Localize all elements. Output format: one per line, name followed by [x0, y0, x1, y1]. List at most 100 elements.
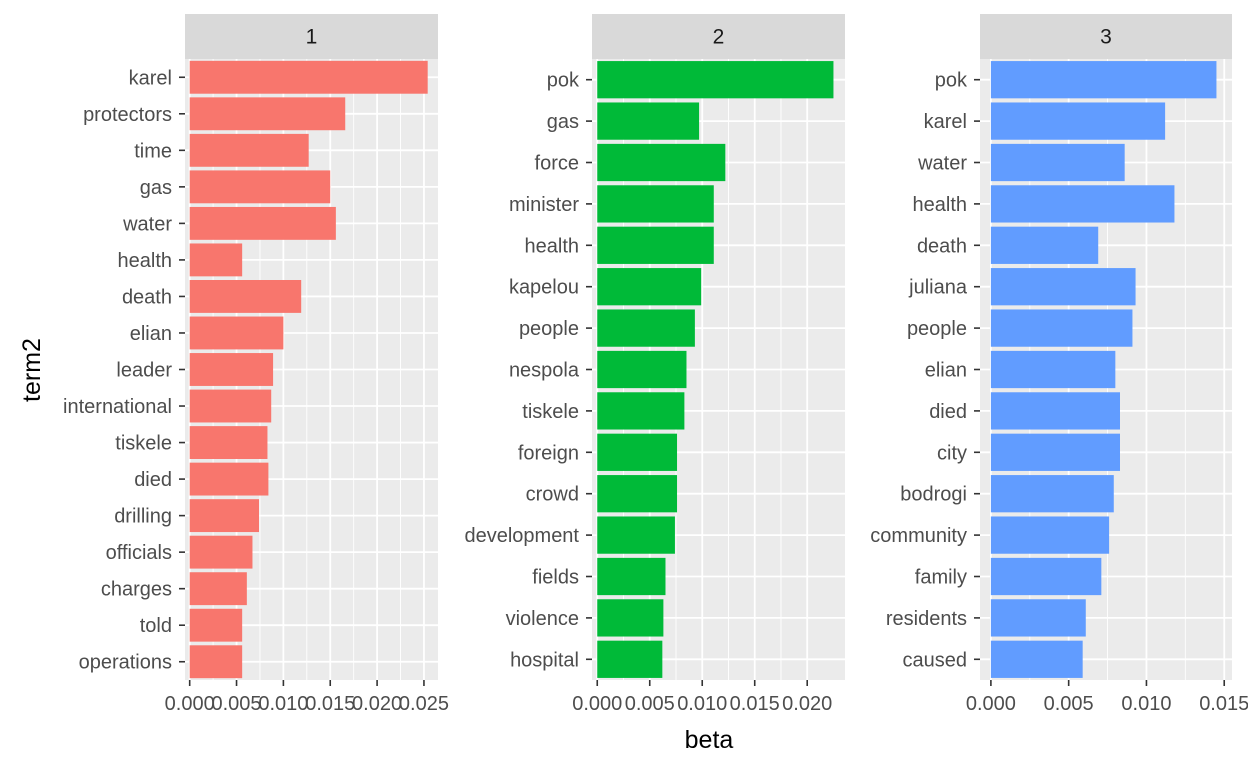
y-tick-label: nespola	[509, 360, 580, 382]
bar-kapelou	[597, 268, 702, 306]
bar-water	[990, 143, 1125, 182]
y-tick-label: time	[134, 140, 172, 162]
bar-officials	[189, 535, 253, 569]
x-tick-label: 0.010	[677, 693, 727, 715]
y-tick-label: bodrogi	[900, 484, 967, 506]
bar-foreign	[597, 433, 678, 471]
y-tick-label: officials	[106, 542, 172, 564]
bar-charges	[189, 572, 247, 606]
bar-pok	[990, 61, 1217, 99]
y-tick-label: violence	[506, 608, 579, 630]
y-tick-label: pok	[547, 70, 580, 92]
x-tick-label: 0.005	[212, 693, 262, 715]
y-tick-label: told	[140, 615, 172, 637]
y-tick-label: operations	[79, 652, 172, 674]
y-tick-label: elian	[130, 323, 172, 345]
facet-strip-label: 3	[1100, 26, 1112, 49]
y-tick-label: crowd	[526, 484, 579, 506]
bar-elian	[189, 316, 284, 350]
y-tick-label: gas	[140, 177, 172, 199]
bar-told	[189, 608, 243, 642]
bar-leader	[189, 353, 274, 386]
x-tick-label: 0.000	[165, 693, 215, 715]
y-tick-label: died	[134, 469, 172, 491]
bar-fields	[597, 557, 666, 596]
bar-water	[189, 206, 336, 240]
y-tick-label: tiskele	[522, 401, 579, 423]
y-tick-label: drilling	[114, 506, 172, 528]
bar-international	[189, 389, 272, 423]
bar-bodrogi	[990, 475, 1114, 513]
bar-pok	[597, 61, 834, 99]
y-tick-label: karel	[924, 111, 967, 133]
bar-gas	[189, 170, 331, 204]
bar-operations	[189, 645, 243, 679]
y-tick-label: water	[917, 153, 967, 175]
bar-force	[597, 143, 726, 182]
bar-caused	[990, 640, 1083, 678]
x-tick-label: 0.025	[399, 693, 449, 715]
bar-tiskele	[597, 392, 685, 430]
bar-residents	[990, 599, 1086, 637]
bar-crowd	[597, 475, 678, 513]
y-tick-label: leader	[116, 360, 172, 382]
x-tick-label: 0.005	[625, 693, 675, 715]
y-tick-label: hospital	[510, 649, 579, 671]
x-tick-label: 0.005	[1044, 693, 1094, 715]
bar-elian	[990, 350, 1116, 389]
bar-city	[990, 433, 1120, 471]
bar-minister	[597, 185, 714, 223]
y-tick-label: force	[535, 153, 579, 175]
bar-people	[597, 309, 695, 347]
y-tick-label: death	[122, 286, 172, 308]
y-tick-label: minister	[509, 194, 579, 216]
bar-protectors	[189, 97, 346, 131]
bar-death	[990, 226, 1099, 264]
x-axis-title: beta	[685, 726, 734, 754]
y-tick-label: died	[929, 401, 967, 423]
y-tick-label: people	[907, 318, 967, 340]
y-tick-label: juliana	[908, 277, 968, 299]
bar-gas	[597, 102, 700, 140]
bar-death	[189, 280, 302, 313]
y-tick-label: caused	[903, 649, 968, 671]
bar-people	[990, 309, 1133, 347]
x-tick-label: 0.020	[352, 693, 402, 715]
facet-strip-label: 2	[713, 26, 725, 49]
x-tick-label: 0.000	[572, 693, 622, 715]
y-tick-label: karel	[129, 67, 172, 89]
y-tick-label: pok	[935, 70, 968, 92]
y-tick-label: charges	[101, 579, 172, 601]
facet-strip	[980, 14, 1232, 59]
y-tick-label: kapelou	[509, 277, 579, 299]
y-tick-label: health	[118, 250, 173, 272]
x-tick-label: 0.015	[730, 693, 780, 715]
y-tick-label: residents	[886, 608, 967, 630]
bar-karel	[189, 60, 428, 94]
bar-died	[189, 462, 269, 496]
y-tick-label: development	[464, 525, 579, 547]
bar-health	[189, 243, 243, 277]
bar-died	[990, 392, 1120, 430]
y-tick-label: water	[122, 213, 172, 235]
bar-drilling	[189, 499, 260, 533]
y-tick-label: tiskele	[115, 433, 172, 455]
bar-hospital	[597, 640, 663, 678]
facet-strip	[592, 14, 845, 59]
y-tick-label: health	[525, 235, 580, 257]
bar-community	[990, 516, 1110, 554]
x-tick-label: 0.000	[966, 693, 1016, 715]
bar-family	[990, 557, 1102, 596]
y-tick-label: people	[519, 318, 579, 340]
y-tick-label: elian	[925, 360, 967, 382]
x-tick-label: 0.010	[258, 693, 308, 715]
bar-nespola	[597, 350, 687, 389]
facet-strip	[185, 14, 438, 59]
bar-health	[597, 226, 714, 264]
x-tick-label: 0.010	[1121, 693, 1171, 715]
x-tick-label: 0.015	[305, 693, 355, 715]
x-tick-label: 0.015	[1199, 693, 1248, 715]
y-tick-label: international	[63, 396, 172, 418]
bar-development	[597, 516, 675, 554]
